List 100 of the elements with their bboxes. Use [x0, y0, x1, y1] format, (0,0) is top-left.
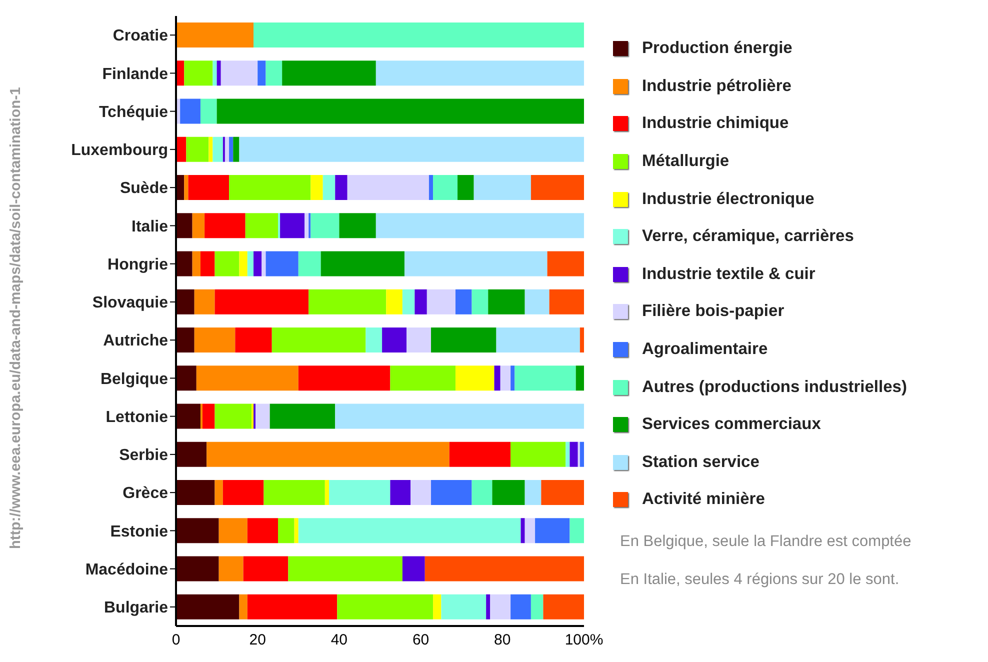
bar [229, 136, 234, 162]
bar [192, 213, 205, 238]
bar [576, 366, 584, 391]
bar [406, 327, 431, 352]
bar [492, 480, 525, 505]
text: http://www.eea.europa.eu/data-and-maps/data/soil-contamination-1 [8, 86, 25, 551]
bar [322, 174, 336, 200]
bar [258, 60, 266, 86]
y-tick-label: Hongrie [108, 256, 168, 274]
bar [324, 480, 329, 505]
bar [490, 594, 511, 620]
bar [382, 327, 407, 352]
bar [510, 366, 515, 391]
bar [176, 251, 192, 276]
bar [310, 174, 323, 200]
bar [496, 327, 580, 352]
bar [431, 480, 472, 505]
bar [239, 251, 248, 276]
bar [254, 251, 262, 276]
legend-label: Industrie chimique [642, 114, 789, 134]
bar [339, 213, 376, 238]
legend-label: Station service [642, 452, 760, 472]
bar [376, 213, 584, 238]
bar [282, 60, 376, 86]
bar [472, 480, 492, 505]
legend-label: Industrie électronique [642, 190, 814, 209]
bar [320, 251, 404, 276]
bar [214, 480, 223, 505]
bar [176, 442, 207, 467]
bar [214, 251, 240, 276]
bar [428, 174, 434, 200]
bar [472, 289, 488, 314]
x-tick-label: 40 [330, 632, 348, 649]
legend-label: Métallurgie [642, 152, 730, 172]
x-tick-label: 100% [564, 632, 604, 649]
bar [218, 556, 244, 582]
bar [288, 556, 402, 582]
bar [247, 518, 278, 544]
bar [494, 366, 500, 391]
bar [580, 442, 584, 467]
bar [390, 366, 456, 391]
bar [272, 327, 366, 352]
bar [474, 174, 531, 200]
bar [186, 136, 209, 162]
bar [245, 213, 278, 238]
bar [176, 518, 219, 544]
bar [543, 594, 584, 620]
bar [410, 480, 431, 505]
y-tick-label: Tchéquie [98, 104, 168, 121]
bar [366, 327, 382, 352]
x-tick-label: 20 [249, 632, 266, 649]
bar [176, 327, 194, 352]
bar [266, 251, 298, 276]
text: En Italie, seules 4 régions sur 20 le sont. [620, 571, 900, 590]
y-tick-label: Macédoine [85, 561, 168, 578]
bar [188, 174, 230, 200]
bar [298, 251, 321, 276]
bar [298, 518, 521, 544]
bar [176, 594, 240, 620]
bar [256, 404, 270, 429]
bar [304, 213, 309, 238]
bar [549, 289, 584, 314]
x-tick-label: 60 [412, 632, 430, 649]
y-tick-label: Slovaquie [92, 294, 168, 312]
y-tick-label: Estonie [110, 523, 168, 540]
bar [455, 366, 494, 391]
bar [176, 404, 200, 429]
bar [247, 251, 254, 276]
bar [200, 98, 217, 124]
legend-label: Autres (productions industrielles) [642, 378, 907, 397]
y-tick-label: Grèce [122, 485, 168, 502]
bar [212, 136, 223, 162]
bar [524, 518, 536, 544]
y-tick-label: Lettonie [106, 408, 168, 426]
bar [278, 518, 294, 544]
bar [214, 289, 309, 314]
bar [520, 518, 525, 544]
bar [335, 174, 348, 200]
bar [262, 251, 266, 276]
bar [176, 556, 219, 582]
bar [458, 174, 474, 200]
bar [500, 366, 511, 391]
x-tick-label: 0 [172, 632, 180, 649]
legend-label: Services commerciaux [642, 415, 821, 434]
bar [441, 594, 486, 620]
bar [196, 366, 298, 391]
bar [180, 98, 200, 124]
bar [524, 289, 550, 314]
bar [530, 594, 544, 620]
bar [510, 442, 566, 467]
bar [433, 174, 458, 200]
bar [294, 518, 298, 544]
y-tick-label: Croatie [112, 28, 168, 45]
bar [570, 442, 578, 467]
bar [424, 556, 584, 582]
bar [264, 480, 325, 505]
bar [220, 60, 258, 86]
x-tick-label: 80 [494, 632, 511, 649]
bar [243, 556, 288, 582]
y-tick-label: Italie [132, 218, 168, 236]
